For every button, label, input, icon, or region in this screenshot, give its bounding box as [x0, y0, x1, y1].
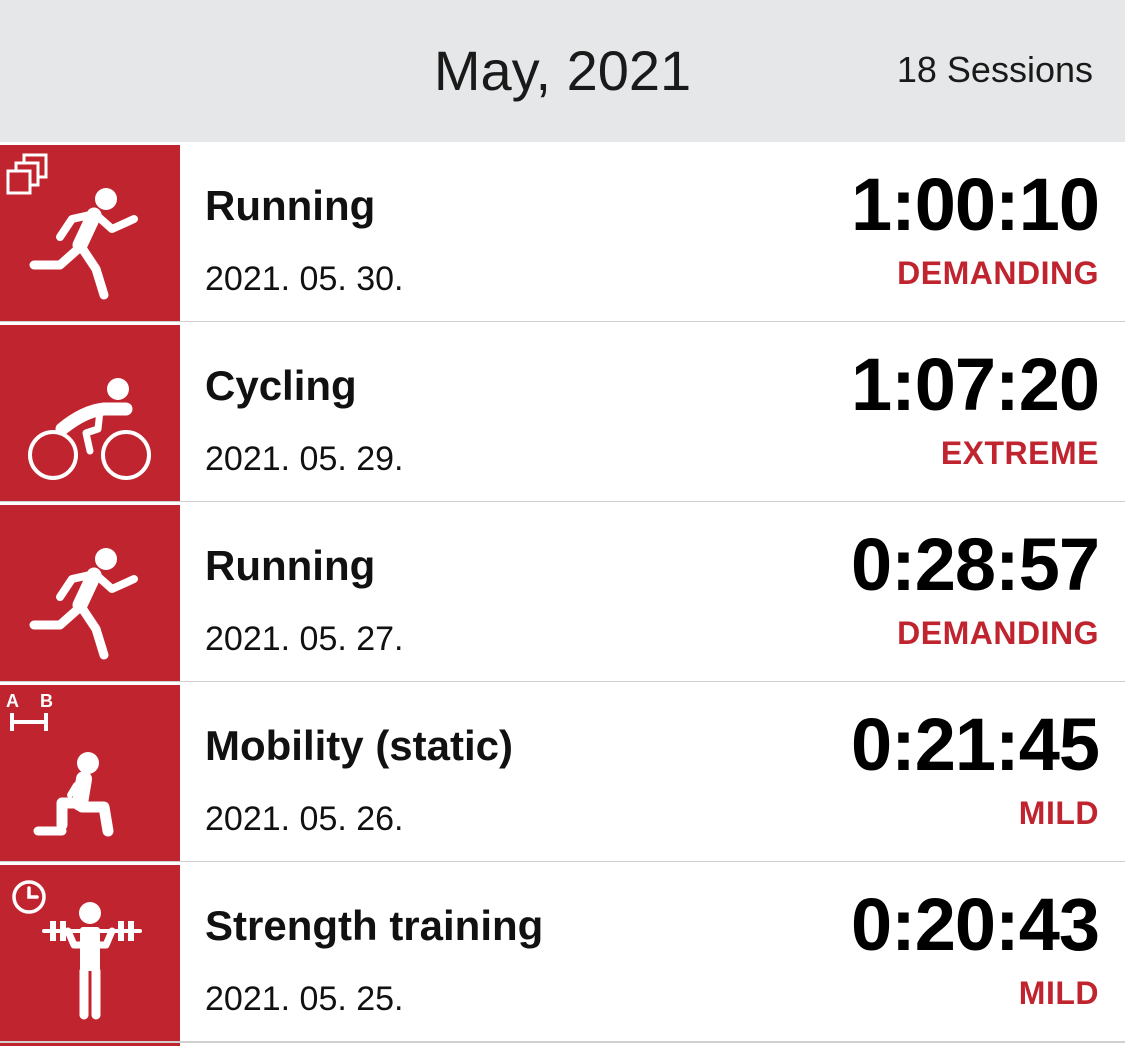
sport-name: Cycling: [205, 362, 357, 409]
session-duration: 1:00:10: [850, 163, 1100, 246]
session-row-strength[interactable]: Strength training 2021. 05. 25. 0:20:43 …: [0, 862, 1125, 1043]
sport-name: Running: [205, 542, 376, 589]
sport-tile: A B: [0, 685, 180, 861]
intensity-label: DEMANDING: [897, 255, 1099, 291]
session-row-running[interactable]: Running 2021. 05. 30. 1:00:10 DEMANDING: [0, 142, 1125, 323]
session-row-cycling[interactable]: Cycling 2021. 05. 29. 1:07:20 EXTREME: [0, 322, 1125, 503]
sport-tile: [0, 505, 180, 681]
sport-tile: [0, 145, 180, 321]
sport-name: Running: [205, 182, 376, 229]
session-row-mobility[interactable]: A B Mobility (static) 2021. 05. 26. 0:21…: [0, 682, 1125, 863]
running-icon: [29, 188, 138, 300]
session-date: 2021. 05. 27.: [205, 620, 404, 658]
session-count: 18 Sessions: [896, 49, 1093, 90]
intensity-label: MILD: [1018, 975, 1099, 1011]
sport-name: Mobility (static): [205, 722, 514, 769]
sport-tile: [0, 865, 180, 1041]
sport-name: Strength training: [205, 902, 544, 949]
svg-text:A: A: [6, 691, 19, 711]
svg-text:B: B: [40, 691, 53, 711]
session-list: Running 2021. 05. 30. 1:00:10 DEMANDING …: [0, 142, 1125, 1043]
session-duration: 0:20:43: [850, 883, 1100, 966]
session-date: 2021. 05. 25.: [205, 980, 404, 1018]
route-ab-icon: A B: [6, 691, 53, 731]
strength-icon: [42, 902, 142, 1020]
session-date: 2021. 05. 30.: [205, 260, 404, 298]
multisport-icon: [6, 153, 48, 195]
month-header: May, 2021 18 Sessions: [0, 0, 1125, 142]
sport-tile: [0, 325, 180, 501]
row-divider: [0, 1041, 1125, 1043]
session-date: 2021. 05. 29.: [205, 440, 404, 478]
session-row-running[interactable]: Running 2021. 05. 27. 0:28:57 DEMANDING: [0, 502, 1125, 683]
session-duration: 1:07:20: [850, 343, 1100, 426]
cycling-icon: [28, 378, 151, 480]
running-icon: [29, 548, 138, 660]
intensity-label: MILD: [1018, 795, 1099, 831]
mobility-icon: [33, 752, 114, 837]
session-duration: 0:28:57: [850, 523, 1100, 606]
intensity-label: EXTREME: [940, 435, 1099, 471]
timer-icon: [12, 880, 46, 914]
session-duration: 0:21:45: [850, 703, 1100, 786]
month-title: May, 2021: [433, 39, 692, 102]
next-row-tile-edge: [0, 1043, 180, 1046]
intensity-label: DEMANDING: [897, 615, 1099, 651]
session-date: 2021. 05. 26.: [205, 800, 404, 838]
